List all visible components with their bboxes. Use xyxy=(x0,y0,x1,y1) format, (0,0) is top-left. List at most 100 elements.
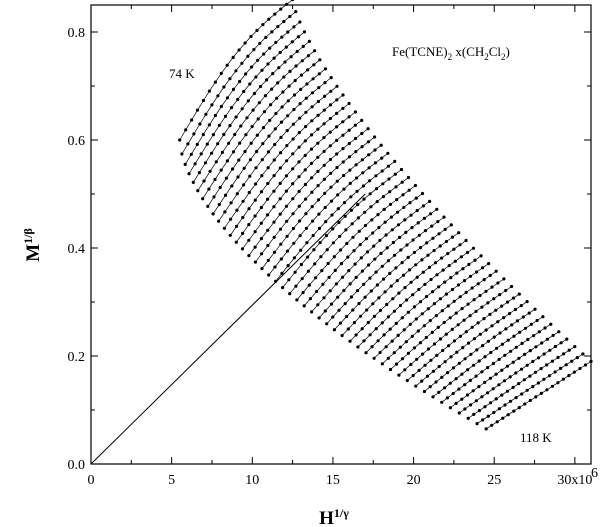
isotherm-point xyxy=(322,163,326,167)
isotherm-point xyxy=(466,302,470,306)
isotherm-point xyxy=(266,197,270,201)
isotherm-point xyxy=(370,218,374,222)
isotherm-point xyxy=(449,276,453,280)
isotherm-point xyxy=(363,295,367,299)
isotherm-point xyxy=(248,158,252,162)
isotherm-point xyxy=(491,387,495,391)
isotherm-point xyxy=(336,193,340,197)
isotherm-point xyxy=(272,174,276,178)
isotherm-point xyxy=(477,385,481,389)
y-tick-label: 0.6 xyxy=(68,134,86,149)
isotherm-point xyxy=(267,134,271,138)
isotherm-point xyxy=(520,341,524,345)
isotherm-point xyxy=(291,137,295,141)
isotherm-point xyxy=(299,248,303,252)
isotherm-point xyxy=(512,334,516,338)
isotherm-point xyxy=(288,69,292,73)
isotherm-point xyxy=(486,301,490,305)
isotherm-point xyxy=(347,141,351,146)
isotherm-point xyxy=(331,315,335,319)
isotherm-point xyxy=(290,40,294,44)
isotherm-point xyxy=(502,316,506,320)
isotherm-point xyxy=(373,161,377,165)
isotherm-point xyxy=(337,308,341,312)
isotherm-point xyxy=(206,204,210,208)
isotherm-point xyxy=(286,114,290,118)
isotherm-point xyxy=(291,152,295,156)
isotherm-point xyxy=(508,375,512,379)
isotherm-series xyxy=(340,231,461,338)
isotherm-point xyxy=(475,422,479,426)
isotherm-point xyxy=(364,351,368,355)
isotherm-point xyxy=(448,381,452,385)
isotherm-point xyxy=(262,52,266,56)
isotherm-point xyxy=(349,295,353,299)
isotherm-line xyxy=(261,144,382,269)
isotherm-point xyxy=(411,373,415,378)
isotherm-point xyxy=(267,17,271,21)
isotherm-point xyxy=(461,267,465,271)
isotherm-point xyxy=(432,342,437,346)
isotherm-point xyxy=(380,264,384,268)
isotherm-point xyxy=(491,361,495,366)
isotherm-point xyxy=(316,141,320,145)
isotherm-point xyxy=(255,133,259,137)
isotherm-point xyxy=(216,94,220,98)
isotherm-point xyxy=(352,249,356,253)
isotherm-point xyxy=(328,103,333,107)
isotherm-point xyxy=(470,325,474,329)
isotherm-point xyxy=(368,192,372,196)
isotherm-point xyxy=(416,329,420,333)
isotherm-point xyxy=(311,233,315,238)
isotherm-point xyxy=(347,101,351,106)
isotherm-point xyxy=(304,197,308,201)
isotherm-point xyxy=(386,315,390,319)
isotherm-point xyxy=(359,256,363,260)
isotherm-point xyxy=(457,361,461,365)
isotherm-point xyxy=(231,55,235,60)
isotherm-point xyxy=(440,400,444,404)
isotherm-point xyxy=(213,177,217,182)
isotherm-point xyxy=(448,316,452,320)
isotherm-point xyxy=(446,371,450,375)
isotherm-point xyxy=(248,82,252,86)
isotherm-point xyxy=(461,346,465,350)
isotherm-point xyxy=(487,262,491,266)
isotherm-line xyxy=(282,169,402,288)
isotherm-point xyxy=(480,305,484,309)
isotherm-series xyxy=(281,167,404,290)
isotherm-point xyxy=(471,246,476,250)
isotherm-point xyxy=(273,12,277,16)
isotherm-point xyxy=(303,153,307,157)
isotherm-point xyxy=(561,377,566,381)
isotherm-series xyxy=(475,352,585,426)
isotherm-point xyxy=(415,208,419,213)
isotherm-point xyxy=(255,149,259,154)
isotherm-point xyxy=(470,286,474,290)
isotherm-point xyxy=(369,289,373,293)
isotherm-point xyxy=(299,87,303,91)
isotherm-point xyxy=(398,303,403,308)
isotherm-series xyxy=(178,0,295,142)
isotherm-point xyxy=(462,279,467,283)
isotherm-point xyxy=(464,290,468,294)
isotherm-point xyxy=(254,75,258,79)
isotherm-point xyxy=(578,366,582,371)
isotherm-point xyxy=(453,259,457,263)
isotherm-point xyxy=(500,368,504,372)
isotherm-point xyxy=(508,311,512,316)
isotherm-line xyxy=(365,255,482,353)
isotherm-point xyxy=(567,374,571,378)
isotherm-point xyxy=(252,48,256,52)
isotherm-point xyxy=(291,122,295,126)
isotherm-point xyxy=(389,215,393,219)
isotherm-point xyxy=(252,91,256,96)
isotherm-point xyxy=(420,312,424,316)
isotherm-point xyxy=(228,77,232,81)
isotherm-point xyxy=(513,307,518,312)
isotherm-point xyxy=(265,78,269,82)
isotherm-point xyxy=(234,240,238,244)
isotherm-point xyxy=(211,133,215,137)
isotherm-point xyxy=(510,284,514,289)
x-tick-label: 5 xyxy=(168,473,175,488)
